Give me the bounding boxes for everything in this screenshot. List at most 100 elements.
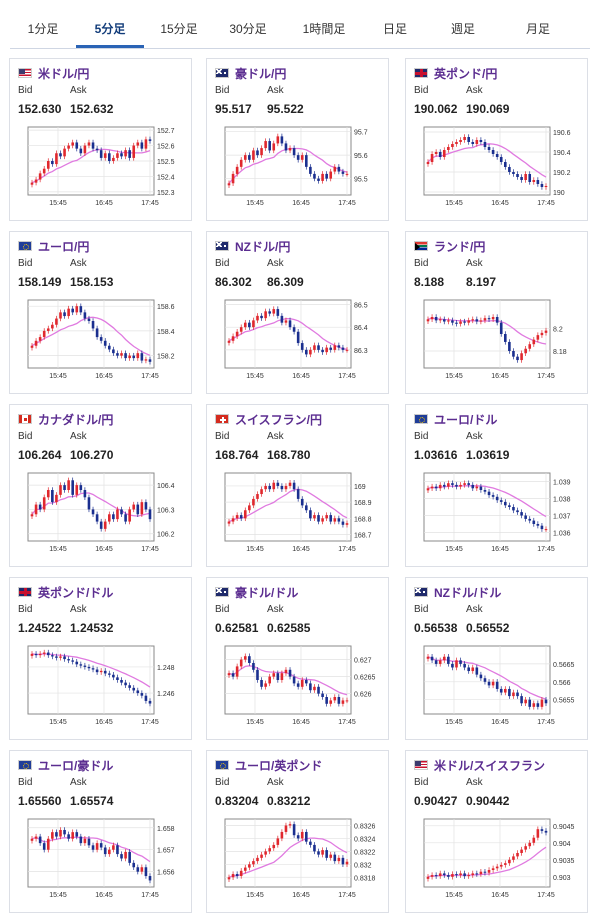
- candle-body: [46, 328, 50, 331]
- ask-label: Ask: [267, 85, 284, 96]
- currency-pair-link[interactable]: スイスフラン/円: [235, 412, 322, 427]
- rate-card[interactable]: ユーロ/英ポンド Bid Ask 0.83204 0.83212 0.8326 0.8324…: [206, 750, 389, 913]
- candle-body: [284, 669, 288, 674]
- candle-body: [309, 510, 312, 519]
- nz-flag: [414, 587, 428, 597]
- eu-flag: [215, 760, 229, 770]
- currency-pair-link[interactable]: ユーロ/英ポンド: [235, 758, 323, 773]
- rate-card[interactable]: ランド/円 Bid Ask 8.188 8.197 8.2 8.18 15:45 16:45 17…: [405, 231, 588, 394]
- bid-label: Bid: [18, 431, 33, 442]
- plot-area: [423, 126, 551, 196]
- candle-body: [108, 345, 111, 350]
- currency-pair-link[interactable]: ユーロ/ドル: [434, 412, 498, 427]
- candle-body: [252, 498, 255, 506]
- currency-pair-link[interactable]: ランド/円: [434, 239, 486, 254]
- rate-card[interactable]: 英ポンド/円 Bid Ask 190.062 190.069 190.6 190.4 190.…: [405, 58, 588, 221]
- bid-value: 86.302: [215, 275, 252, 289]
- currency-pair-link[interactable]: NZドル/ドル: [434, 585, 502, 600]
- currency-pair-link[interactable]: 豪ドル/ドル: [235, 585, 299, 600]
- candle-body: [329, 700, 333, 704]
- candle-body: [83, 665, 87, 667]
- ask-value: 0.62585: [267, 621, 311, 635]
- candle-body: [288, 320, 292, 328]
- rate-card[interactable]: 英ポンド/ドル Bid Ask 1.24522 1.24532 1.248 1.246 15:…: [9, 577, 192, 740]
- candle-body: [544, 830, 548, 833]
- candle-body: [235, 666, 239, 677]
- candle-body: [491, 495, 495, 497]
- candle-body: [140, 693, 144, 696]
- tab-0[interactable]: 1分足: [27, 22, 59, 36]
- candle-body: [292, 824, 296, 836]
- x-tick-label: 17:45: [338, 200, 356, 207]
- candle-body: [120, 680, 123, 683]
- candle-body: [520, 353, 523, 361]
- tab-1[interactable]: 5分足: [76, 10, 144, 48]
- candle-body: [34, 340, 38, 346]
- candle-body: [305, 680, 308, 684]
- candle-body: [536, 524, 540, 526]
- tab-5[interactable]: 日足: [382, 22, 407, 36]
- candle-body: [455, 660, 458, 668]
- candle-body: [99, 150, 103, 158]
- currency-pair-link[interactable]: カナダドル/円: [38, 412, 114, 427]
- x-tick-label: 16:45: [292, 719, 310, 726]
- candle-body: [544, 699, 548, 704]
- currency-pair-link[interactable]: NZドル/円: [235, 239, 291, 254]
- currency-pair-link[interactable]: 豪ドル/円: [235, 66, 287, 81]
- candle-body: [341, 857, 345, 865]
- rate-card[interactable]: NZドル/円 Bid Ask 86.302 86.309 86.5 86.4 86.3 15:4…: [206, 231, 389, 394]
- x-tick-label: 17:45: [141, 546, 159, 553]
- currency-pair-link[interactable]: 米ドル/スイスフラン: [434, 758, 545, 773]
- candle-body: [132, 355, 136, 359]
- rate-card[interactable]: ユーロ/ドル Bid Ask 1.03616 1.03619 1.039 1.038 1.03…: [405, 404, 588, 567]
- candle-body: [252, 150, 255, 160]
- candle-body: [508, 341, 511, 351]
- y-tick-label: 168.9: [354, 500, 372, 507]
- candle-body: [276, 838, 280, 845]
- tab-4[interactable]: 1時間足: [302, 22, 346, 36]
- candle-body: [112, 157, 115, 161]
- candle-body: [83, 145, 87, 154]
- rate-card[interactable]: 米ドル/スイスフラン Bid Ask 0.90427 0.90442 0.9045 0.90…: [405, 750, 588, 913]
- rate-card[interactable]: ユーロ/豪ドル Bid Ask 1.65560 1.65574 1.658 1.657 1.6…: [9, 750, 192, 913]
- rate-card[interactable]: スイスフラン/円 Bid Ask 168.764 168.780 169 168.9 168.…: [206, 404, 389, 567]
- rate-card[interactable]: 米ドル/円 Bid Ask 152.630 152.632 152.7 152.6 152.5…: [9, 58, 192, 221]
- candle-body: [504, 162, 507, 167]
- tab-6[interactable]: 週足: [450, 22, 475, 36]
- bid-label: Bid: [18, 258, 33, 269]
- candle-body: [520, 512, 523, 516]
- candle-body: [455, 484, 458, 487]
- candle-body: [455, 874, 458, 876]
- tab-2[interactable]: 15分足: [160, 22, 198, 36]
- y-tick-label: 152.7: [157, 128, 175, 135]
- rate-card[interactable]: NZドル/ドル Bid Ask 0.56538 0.56552 0.5665 0.566 0.…: [405, 577, 588, 740]
- currency-pair-link[interactable]: ユーロ/円: [38, 239, 90, 254]
- candle-body: [288, 148, 292, 151]
- candle-body: [483, 142, 487, 147]
- moving-average-line: [228, 488, 348, 523]
- candle-body: [51, 161, 54, 165]
- currency-pair-link[interactable]: 米ドル/円: [38, 66, 90, 81]
- currency-pair-link[interactable]: 英ポンド/ドル: [38, 585, 114, 600]
- candle-body: [136, 353, 140, 359]
- candle-body: [252, 861, 255, 865]
- rate-card[interactable]: 豪ドル/ドル Bid Ask 0.62581 0.62585 0.627 0.6265 0.6…: [206, 577, 389, 740]
- candle-body: [300, 498, 304, 506]
- candle-body: [112, 674, 115, 678]
- currency-pair-link[interactable]: 英ポンド/円: [434, 66, 498, 81]
- candle-body: [71, 832, 74, 839]
- currency-pair-link[interactable]: ユーロ/豪ドル: [38, 758, 114, 773]
- rate-card[interactable]: カナダドル/円 Bid Ask 106.264 106.270 106.4 106.3 106…: [9, 404, 192, 567]
- tab-7[interactable]: 月足: [525, 22, 550, 36]
- tab-3[interactable]: 30分足: [229, 22, 267, 36]
- y-tick-label: 190.6: [553, 130, 571, 137]
- ask-value: 158.153: [70, 275, 114, 289]
- rate-card[interactable]: ユーロ/円 Bid Ask 158.149 158.153 158.6 158.4 158.2…: [9, 231, 192, 394]
- candle-body: [508, 859, 511, 864]
- candle-body: [140, 353, 144, 361]
- rate-card[interactable]: 豪ドル/円 Bid Ask 95.517 95.522 95.7 95.6 95.5 15:45…: [206, 58, 389, 221]
- candle-body: [532, 520, 536, 524]
- moving-average-line: [427, 143, 547, 178]
- candle-body: [520, 696, 523, 704]
- bid-label: Bid: [215, 431, 230, 442]
